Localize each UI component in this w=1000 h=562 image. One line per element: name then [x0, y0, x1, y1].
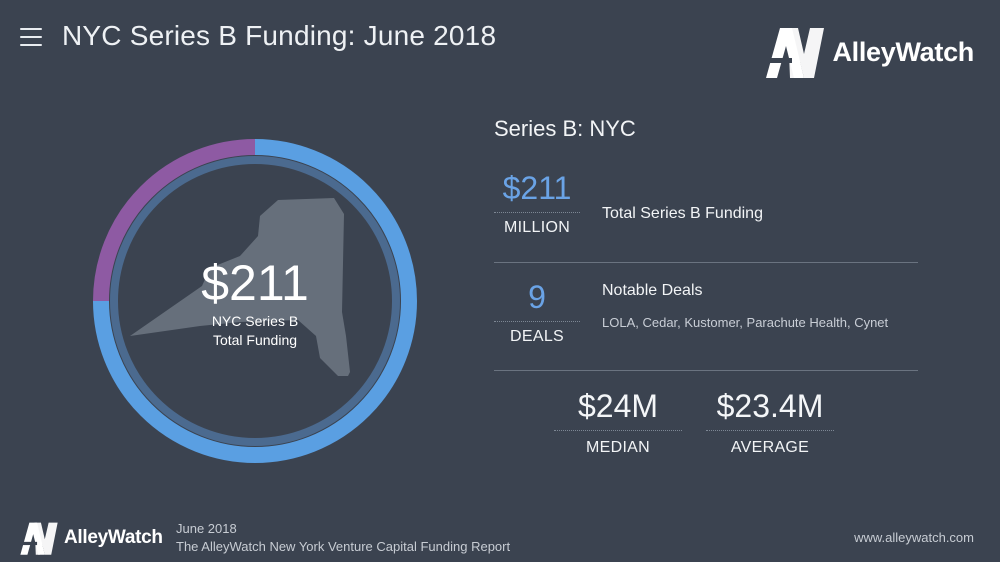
donut-svg — [93, 139, 417, 463]
footer-logo-text: AlleyWatch — [64, 527, 163, 548]
total-funding-caption: Total Series B Funding — [602, 205, 763, 222]
deals-unit: DEALS — [494, 321, 580, 346]
header: NYC Series B Funding: June 2018 AlleyWat… — [0, 0, 1000, 80]
page-title: NYC Series B Funding: June 2018 — [62, 20, 497, 51]
alleywatch-logo[interactable]: AlleyWatch — [764, 24, 974, 80]
divider — [494, 370, 918, 371]
notable-deals-caption: Notable Deals — [602, 282, 703, 299]
deals-value: 9 — [528, 279, 546, 315]
alleywatch-footer-logo-icon — [20, 522, 58, 555]
divider — [494, 262, 918, 263]
donut-label-line1: NYC Series B — [211, 313, 299, 329]
average-value: $23.4M — [716, 388, 824, 424]
average-stat: $23.4M AVERAGE — [706, 386, 834, 457]
logo-text: AlleyWatch — [832, 36, 974, 67]
total-funding-stat: $211 MILLION — [494, 168, 580, 237]
donut-slice-1 — [93, 139, 256, 302]
alleywatch-logo-icon — [766, 28, 825, 78]
median-stat: $24M MEDIAN — [554, 386, 682, 457]
hamburger-menu-icon[interactable] — [20, 28, 42, 46]
average-label: AVERAGE — [706, 430, 834, 457]
footer-report-title: The AlleyWatch New York Venture Capital … — [176, 539, 511, 554]
total-funding-value: $211 — [502, 170, 572, 206]
total-funding-unit: MILLION — [494, 212, 580, 237]
donut-label-line2: Total Funding — [212, 332, 298, 348]
footer-date: June 2018 — [176, 521, 237, 536]
median-value: $24M — [577, 388, 659, 424]
median-label: MEDIAN — [554, 430, 682, 457]
new-york-state-silhouette — [130, 198, 350, 376]
donut-slice-0 — [93, 139, 417, 463]
footer-url[interactable]: www.alleywatch.com — [854, 530, 974, 545]
panel-title: Series B: NYC — [494, 116, 636, 141]
donut-center: $211 NYC Series B Total Funding — [90, 254, 420, 350]
footer-meta: June 2018 The AlleyWatch New York Ventur… — [176, 520, 510, 556]
deals-stat: 9 DEALS — [494, 277, 580, 346]
footer-logo[interactable]: AlleyWatch — [18, 518, 163, 558]
funding-donut-chart: $211 NYC Series B Total Funding — [90, 136, 420, 466]
donut-value: $211 — [201, 255, 309, 311]
notable-deals-list: LOLA, Cedar, Kustomer, Parachute Health,… — [602, 315, 889, 330]
donut-inner-track — [110, 156, 400, 446]
